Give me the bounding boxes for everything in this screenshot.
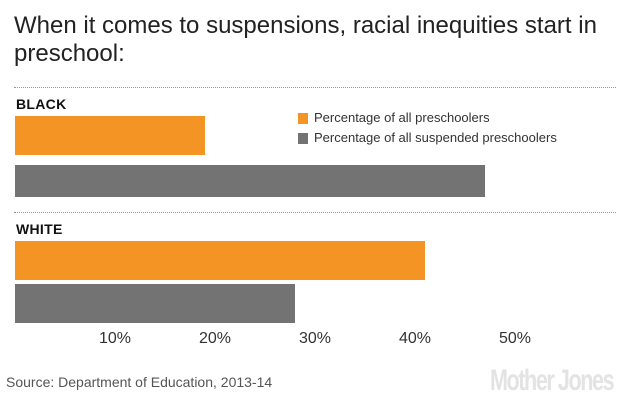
mother-jones-logo: Mother Jones — [490, 364, 615, 397]
group-label-white: WHITE — [16, 221, 63, 237]
divider-line — [14, 212, 616, 213]
x-tick-label: 40% — [398, 330, 432, 347]
legend-label: Percentage of all suspended preschoolers — [314, 130, 557, 145]
legend-item: Percentage of all suspended preschoolers — [298, 128, 557, 148]
legend-label: Percentage of all preschoolers — [314, 110, 490, 125]
bar-black-suspended — [15, 165, 485, 197]
chart-title: When it comes to suspensions, racial ine… — [14, 12, 597, 67]
legend-swatch-orange — [298, 112, 308, 124]
bar-white-suspended — [15, 284, 295, 323]
x-tick-label: 10% — [98, 330, 132, 347]
divider-line — [14, 87, 616, 88]
group-label-black: BLACK — [16, 96, 67, 112]
bar-white-preschoolers — [15, 241, 425, 280]
x-tick-label: 50% — [498, 330, 532, 347]
x-tick-label: 20% — [198, 330, 232, 347]
source-note: Source: Department of Education, 2013-14 — [6, 374, 273, 390]
x-tick-label: 30% — [298, 330, 332, 347]
legend-swatch-gray — [298, 132, 308, 144]
legend: Percentage of all preschoolers Percentag… — [298, 108, 557, 148]
legend-item: Percentage of all preschoolers — [298, 108, 557, 128]
bar-black-preschoolers — [15, 116, 205, 155]
